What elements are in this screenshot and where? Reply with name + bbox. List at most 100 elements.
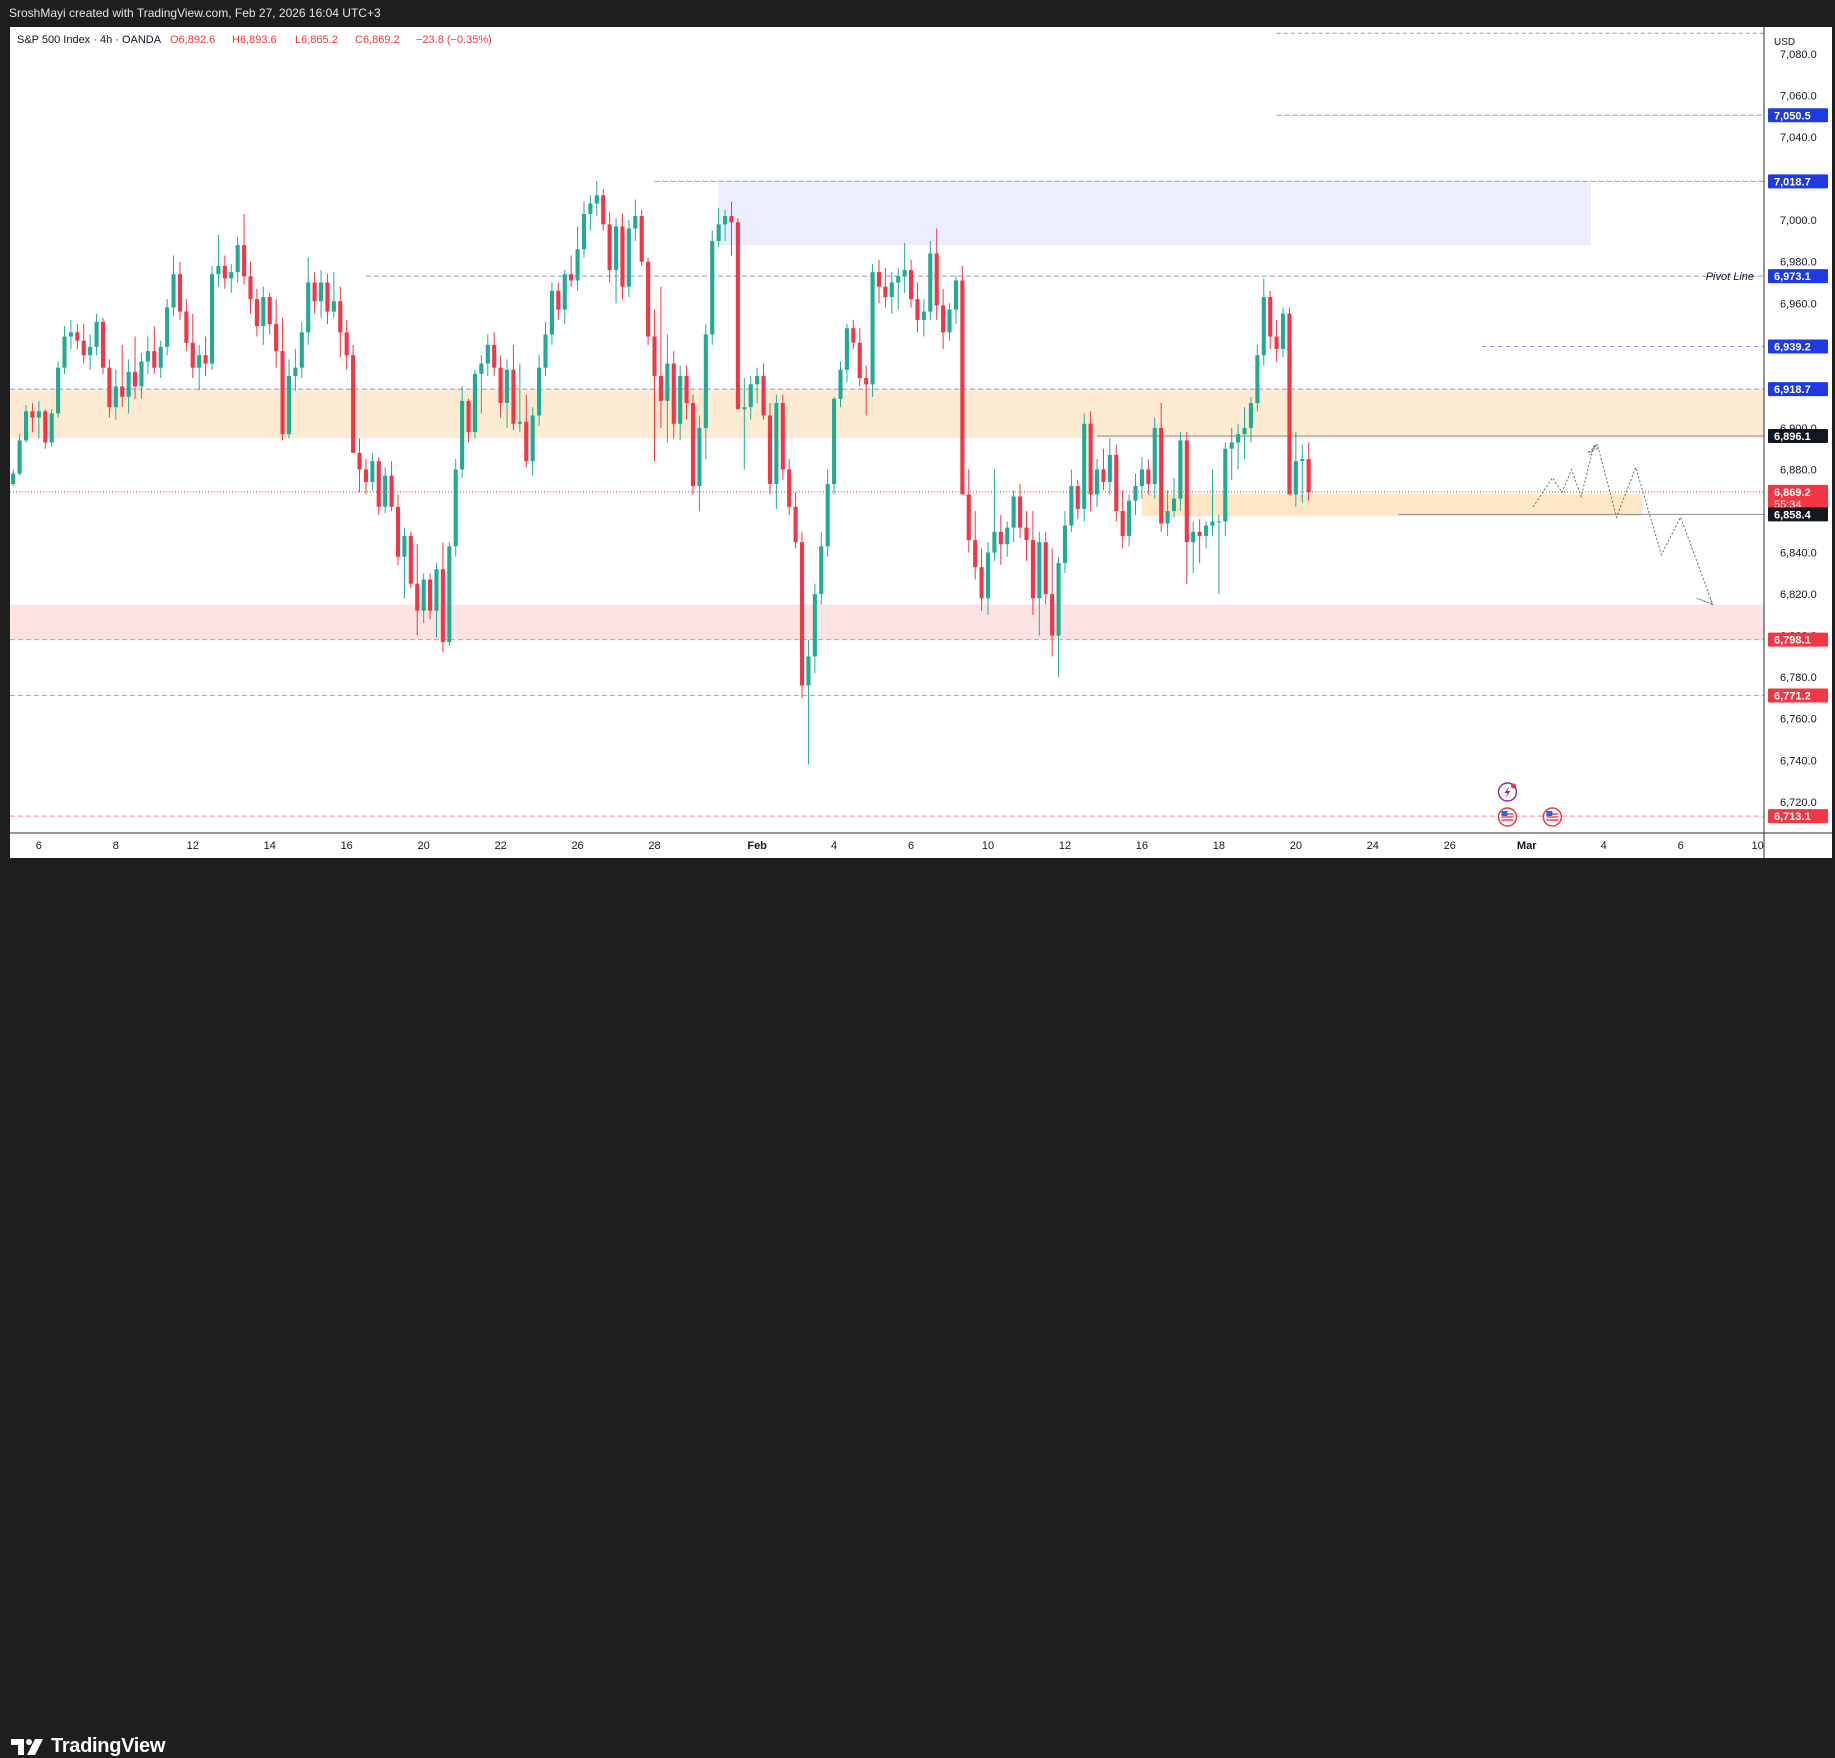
candle-body[interactable] xyxy=(1223,448,1228,522)
candle-body[interactable] xyxy=(261,297,266,327)
candle-body[interactable] xyxy=(1248,402,1253,428)
candle-body[interactable] xyxy=(928,253,933,312)
candle-body[interactable] xyxy=(229,272,234,279)
candle-body[interactable] xyxy=(941,305,946,333)
candle-body[interactable] xyxy=(120,386,125,397)
candle-body[interactable] xyxy=(23,411,29,441)
candle-body[interactable] xyxy=(1229,442,1234,449)
candle-body[interactable] xyxy=(447,546,452,642)
candle-body[interactable] xyxy=(306,282,311,333)
candle-body[interactable] xyxy=(421,579,426,611)
candle-body[interactable] xyxy=(556,290,561,310)
candle-body[interactable] xyxy=(395,506,401,557)
candle-body[interactable] xyxy=(357,452,362,470)
candle-body[interactable] xyxy=(1236,434,1241,443)
candle-body[interactable] xyxy=(293,367,298,376)
candle-body[interactable] xyxy=(549,290,554,335)
candle-body[interactable] xyxy=(434,569,439,611)
candle-body[interactable] xyxy=(286,375,292,435)
candle-body[interactable] xyxy=(1043,542,1048,595)
candle-body[interactable] xyxy=(209,274,215,364)
candle-body[interactable] xyxy=(799,542,805,686)
candle-body[interactable] xyxy=(1171,498,1177,512)
candle-body[interactable] xyxy=(626,228,631,287)
candle-body[interactable] xyxy=(1159,427,1164,524)
candle-body[interactable] xyxy=(222,265,227,279)
candle-body[interactable] xyxy=(793,506,798,543)
candle-body[interactable] xyxy=(242,245,247,277)
candle-body[interactable] xyxy=(511,369,516,424)
candle-body[interactable] xyxy=(613,226,619,271)
candle-body[interactable] xyxy=(812,594,817,657)
candle-body[interactable] xyxy=(165,307,170,347)
candle-body[interactable] xyxy=(376,461,381,507)
candle-body[interactable] xyxy=(1030,540,1035,599)
candle-body[interactable] xyxy=(1139,469,1144,487)
candle-body[interactable] xyxy=(472,373,478,433)
candle-body[interactable] xyxy=(389,475,394,507)
candle-body[interactable] xyxy=(1024,527,1029,541)
candle-body[interactable] xyxy=(415,583,420,611)
candle-body[interactable] xyxy=(998,531,1003,545)
candle-body[interactable] xyxy=(466,400,471,433)
candle-body[interactable] xyxy=(363,469,368,482)
candle-body[interactable] xyxy=(1280,313,1286,349)
candle-body[interactable] xyxy=(94,321,99,347)
candle-body[interactable] xyxy=(517,421,522,424)
candle-body[interactable] xyxy=(325,282,330,312)
candle-body[interactable] xyxy=(1069,486,1074,526)
candle-body[interactable] xyxy=(88,346,93,356)
candle-body[interactable] xyxy=(36,411,41,418)
candle-body[interactable] xyxy=(639,216,644,262)
candle-body[interactable] xyxy=(351,355,356,453)
candle-body[interactable] xyxy=(402,535,407,557)
candle-body[interactable] xyxy=(81,340,86,356)
candle-body[interactable] xyxy=(947,309,952,333)
tradingview-logo[interactable]: TradingView xyxy=(11,1734,165,1758)
candle-body[interactable] xyxy=(1050,594,1055,636)
candle-body[interactable] xyxy=(787,469,792,507)
candle-body[interactable] xyxy=(1075,486,1080,509)
candle-body[interactable] xyxy=(902,270,907,277)
candle-body[interactable] xyxy=(569,274,574,281)
candle-body[interactable] xyxy=(1165,511,1170,524)
candle-body[interactable] xyxy=(1018,496,1023,528)
candle-body[interactable] xyxy=(1255,355,1260,403)
candle-body[interactable] xyxy=(1094,469,1100,495)
candle-body[interactable] xyxy=(1274,336,1279,349)
candle-body[interactable] xyxy=(504,369,510,403)
candle-body[interactable] xyxy=(1216,521,1221,523)
candle-body[interactable] xyxy=(1005,527,1010,545)
us-flag-event-icon[interactable] xyxy=(1542,807,1563,827)
candle-body[interactable] xyxy=(530,415,535,462)
candle-body[interactable] xyxy=(921,311,926,320)
candle-body[interactable] xyxy=(1056,562,1061,636)
candle-body[interactable] xyxy=(62,336,67,368)
candle-body[interactable] xyxy=(408,535,413,584)
candle-body[interactable] xyxy=(299,332,304,368)
candle-body[interactable] xyxy=(678,375,683,424)
candle-body[interactable] xyxy=(985,552,991,599)
candle-body[interactable] xyxy=(479,363,484,374)
candle-body[interactable] xyxy=(68,332,73,337)
candle-body[interactable] xyxy=(620,226,625,287)
candle-body[interactable] xyxy=(133,371,138,387)
candle-body[interactable] xyxy=(908,270,914,300)
candle-body[interactable] xyxy=(49,413,54,443)
candle-body[interactable] xyxy=(1178,440,1183,499)
candle-body[interactable] xyxy=(870,272,875,385)
candle-body[interactable] xyxy=(145,351,150,362)
candle-body[interactable] xyxy=(543,334,548,368)
candle-body[interactable] xyxy=(274,324,279,352)
candle-body[interactable] xyxy=(562,274,567,310)
candle-body[interactable] xyxy=(896,276,901,283)
candle-body[interactable] xyxy=(1261,297,1266,356)
candle-body[interactable] xyxy=(992,531,997,553)
candle-body[interactable] xyxy=(1191,531,1196,543)
candle-body[interactable] xyxy=(107,367,112,408)
candle-body[interactable] xyxy=(312,282,317,302)
candle-body[interactable] xyxy=(383,475,388,507)
candle-body[interactable] xyxy=(184,311,189,343)
candle-body[interactable] xyxy=(1152,427,1157,485)
candle-body[interactable] xyxy=(254,299,259,327)
